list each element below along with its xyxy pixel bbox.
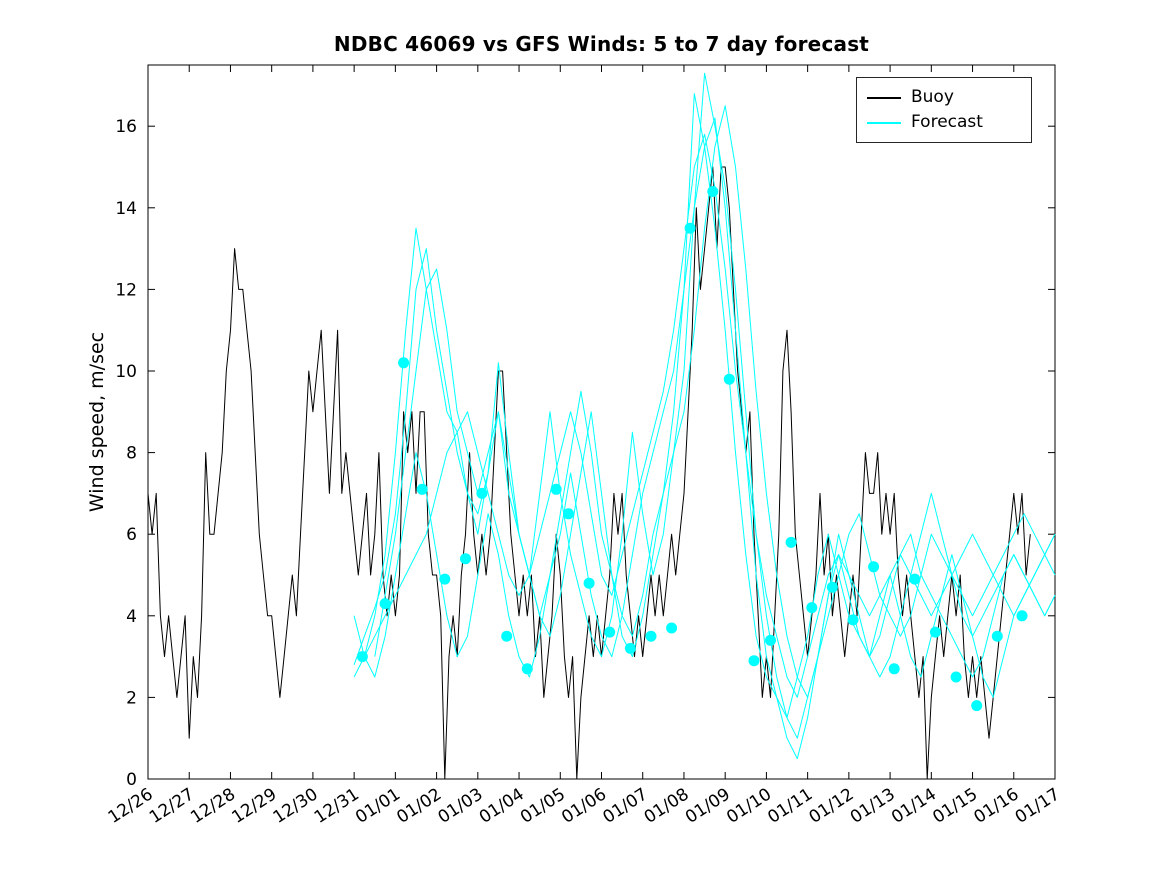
forecast-dot [785,536,797,548]
y-tick-label: 4 [126,607,137,627]
forecast-dot [460,553,471,565]
forecast-dot [929,626,941,638]
x-tick-label: 01/09 [682,784,734,827]
x-tick-label: 01/06 [558,784,610,827]
x-tick-label: 01/16 [971,784,1023,827]
forecast-dot [398,357,410,369]
x-tick-label: 01/05 [517,784,569,827]
x-tick-label: 12/30 [270,784,322,827]
x-tick-label: 12/28 [187,784,239,827]
legend-label-buoy: Buoy [911,87,954,107]
forecast-dot [909,573,921,585]
series-buoy [147,166,1031,780]
forecast-dot [563,508,574,520]
x-tick-label: 01/14 [888,784,940,827]
forecast-dot [501,630,513,642]
forecast-dot [379,598,391,610]
forecast-dot [888,663,900,675]
x-tick-label: 12/31 [311,784,363,827]
y-tick-label: 2 [126,688,137,708]
forecast-dot [624,642,636,654]
x-tick-label: 01/12 [806,784,858,827]
forecast-dot [868,561,880,573]
x-tick-label: 01/08 [641,784,693,827]
y-tick-label: 6 [126,525,137,545]
series-forecast-run-5 [374,105,1056,698]
forecast-dot [604,626,616,638]
legend-entry-forecast: Forecast [867,110,1021,135]
forecast-dot [666,622,678,634]
forecast-dot [806,602,818,614]
forecast-dot [645,630,657,642]
x-tick-label: 01/10 [723,784,775,827]
y-tick-label: 14 [115,199,137,219]
legend-label-forecast: Forecast [911,112,983,132]
y-tick-label: 0 [126,770,137,790]
legend-entry-buoy: Buoy [867,85,1021,110]
forecast-line-icon [867,121,901,124]
forecast-dot [950,671,962,683]
x-tick-label: 01/17 [1012,784,1064,827]
y-axis-label: Wind speed, m/sec [86,331,108,513]
y-tick-label: 10 [115,362,137,382]
forecast-dot [550,483,562,495]
forecast-dot [707,186,719,197]
forecast-dot [826,581,838,593]
series-forecast-run-1 [353,72,1056,739]
forecast-dot [416,483,428,495]
forecast-dot [521,663,533,675]
x-tick-label: 01/04 [476,784,528,827]
chart-title: NDBC 46069 vs GFS Winds: 5 to 7 day fore… [333,32,870,56]
forecast-dot [583,577,595,589]
buoy-line-icon [867,96,901,99]
forecast-dot [684,222,696,234]
x-tick-label: 01/13 [847,784,899,827]
forecast-dot [356,651,368,663]
x-tick-label: 01/01 [352,784,404,827]
x-tick-label: 01/11 [764,784,816,827]
y-tick-label: 8 [126,444,137,464]
forecast-dot [1016,610,1028,622]
forecast-dot [723,373,735,385]
series-forecast-run-3 [363,133,1056,698]
forecast-dot [476,487,488,499]
forecast-dot [765,634,776,646]
y-tick-label: 12 [115,280,137,300]
forecast-dot [971,700,983,712]
series-forecast-run-4 [353,117,1056,760]
y-tick-label: 16 [115,117,137,137]
x-tick-label: 01/02 [393,784,445,827]
x-tick-label: 12/27 [146,784,198,827]
forecast-dot [847,614,859,626]
x-tick-label: 01/03 [435,784,487,827]
x-tick-label: 12/26 [105,784,157,827]
x-tick-label: 01/15 [929,784,981,827]
forecast-dot [991,630,1003,642]
forecast-dot [748,655,760,667]
x-tick-label: 01/07 [599,784,651,827]
forecast-dot [439,573,451,585]
legend: Buoy Forecast [856,77,1032,143]
x-tick-label: 12/29 [228,784,280,827]
